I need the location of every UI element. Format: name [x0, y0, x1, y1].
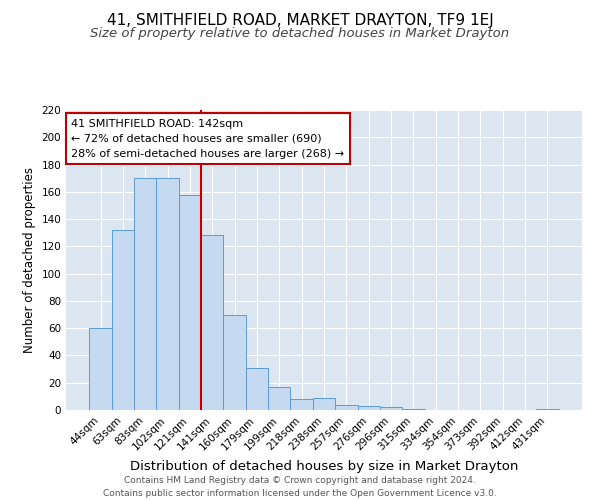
Bar — [380, 408, 402, 410]
Bar — [335, 404, 358, 410]
Text: Size of property relative to detached houses in Market Drayton: Size of property relative to detached ho… — [91, 28, 509, 40]
Bar — [290, 399, 313, 410]
Y-axis label: Number of detached properties: Number of detached properties — [23, 167, 36, 353]
Bar — [223, 314, 246, 410]
Bar — [536, 408, 559, 410]
Bar — [268, 387, 290, 410]
Bar — [112, 230, 134, 410]
Bar — [89, 328, 112, 410]
Text: 41 SMITHFIELD ROAD: 142sqm
← 72% of detached houses are smaller (690)
28% of sem: 41 SMITHFIELD ROAD: 142sqm ← 72% of deta… — [71, 119, 344, 158]
Bar — [313, 398, 335, 410]
Text: 41, SMITHFIELD ROAD, MARKET DRAYTON, TF9 1EJ: 41, SMITHFIELD ROAD, MARKET DRAYTON, TF9… — [107, 12, 493, 28]
Bar — [157, 178, 179, 410]
Bar — [134, 178, 157, 410]
Bar — [246, 368, 268, 410]
Bar — [179, 194, 201, 410]
Bar — [358, 406, 380, 410]
Text: Contains HM Land Registry data © Crown copyright and database right 2024.
Contai: Contains HM Land Registry data © Crown c… — [103, 476, 497, 498]
X-axis label: Distribution of detached houses by size in Market Drayton: Distribution of detached houses by size … — [130, 460, 518, 473]
Bar — [201, 236, 223, 410]
Bar — [402, 408, 425, 410]
